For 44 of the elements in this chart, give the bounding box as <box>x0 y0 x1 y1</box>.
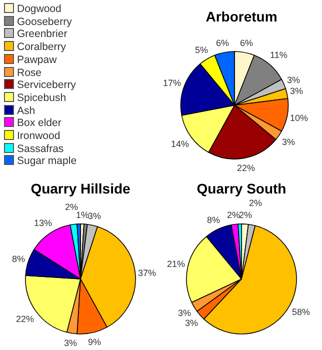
data-label: 3% <box>88 211 102 221</box>
data-label: 5% <box>195 45 208 55</box>
data-label: 11% <box>270 50 288 60</box>
data-label: 1% <box>76 210 90 220</box>
data-label: 3% <box>282 137 296 147</box>
chart-title: Arboretum <box>206 8 278 24</box>
legend-label: Ironwood <box>17 130 60 142</box>
legend-label: Serviceberry <box>17 79 76 92</box>
data-label: 2% <box>65 202 78 212</box>
data-label: 37% <box>138 268 156 278</box>
data-label: 2% <box>239 210 252 220</box>
data-label: 14% <box>171 139 190 149</box>
data-label: 22% <box>237 163 256 173</box>
data-label: 9% <box>88 337 102 347</box>
data-label: 3% <box>287 75 300 85</box>
data-label: 2% <box>249 198 262 208</box>
data-label: 13% <box>34 218 52 228</box>
data-label: 3% <box>64 338 78 348</box>
chart-title: Quarry South <box>196 180 286 196</box>
data-label: 10% <box>290 113 308 123</box>
data-label: 6% <box>216 38 230 48</box>
legend-label: Box elder <box>17 117 62 130</box>
data-label: 17% <box>163 78 182 88</box>
data-label: 8% <box>207 215 220 225</box>
chart-title: Quarry Hillside <box>30 180 131 196</box>
legend-label: Rose <box>17 66 42 79</box>
legend-label: Spicebush <box>17 92 66 104</box>
legend-label: Coralberry <box>17 41 66 54</box>
legend-label: Sugar maple <box>17 155 77 168</box>
data-label: 3% <box>290 86 304 96</box>
legend-label: Sassafras <box>17 142 64 155</box>
data-label: 6% <box>240 38 254 48</box>
legend-label: Dogwood <box>17 3 62 15</box>
legend-label: Greenbrier <box>17 28 68 40</box>
data-label: 2% <box>227 210 240 220</box>
legend-label: Pawpaw <box>17 54 57 66</box>
data-label: 3% <box>178 308 192 318</box>
data-label: 3% <box>185 318 198 328</box>
legend-label: Gooseberry <box>17 16 72 28</box>
data-label: 21% <box>167 259 186 269</box>
legend-label: Ash <box>17 104 36 117</box>
data-label: 22% <box>16 314 34 324</box>
data-label: 8% <box>12 254 26 264</box>
data-label: 58% <box>292 307 310 317</box>
